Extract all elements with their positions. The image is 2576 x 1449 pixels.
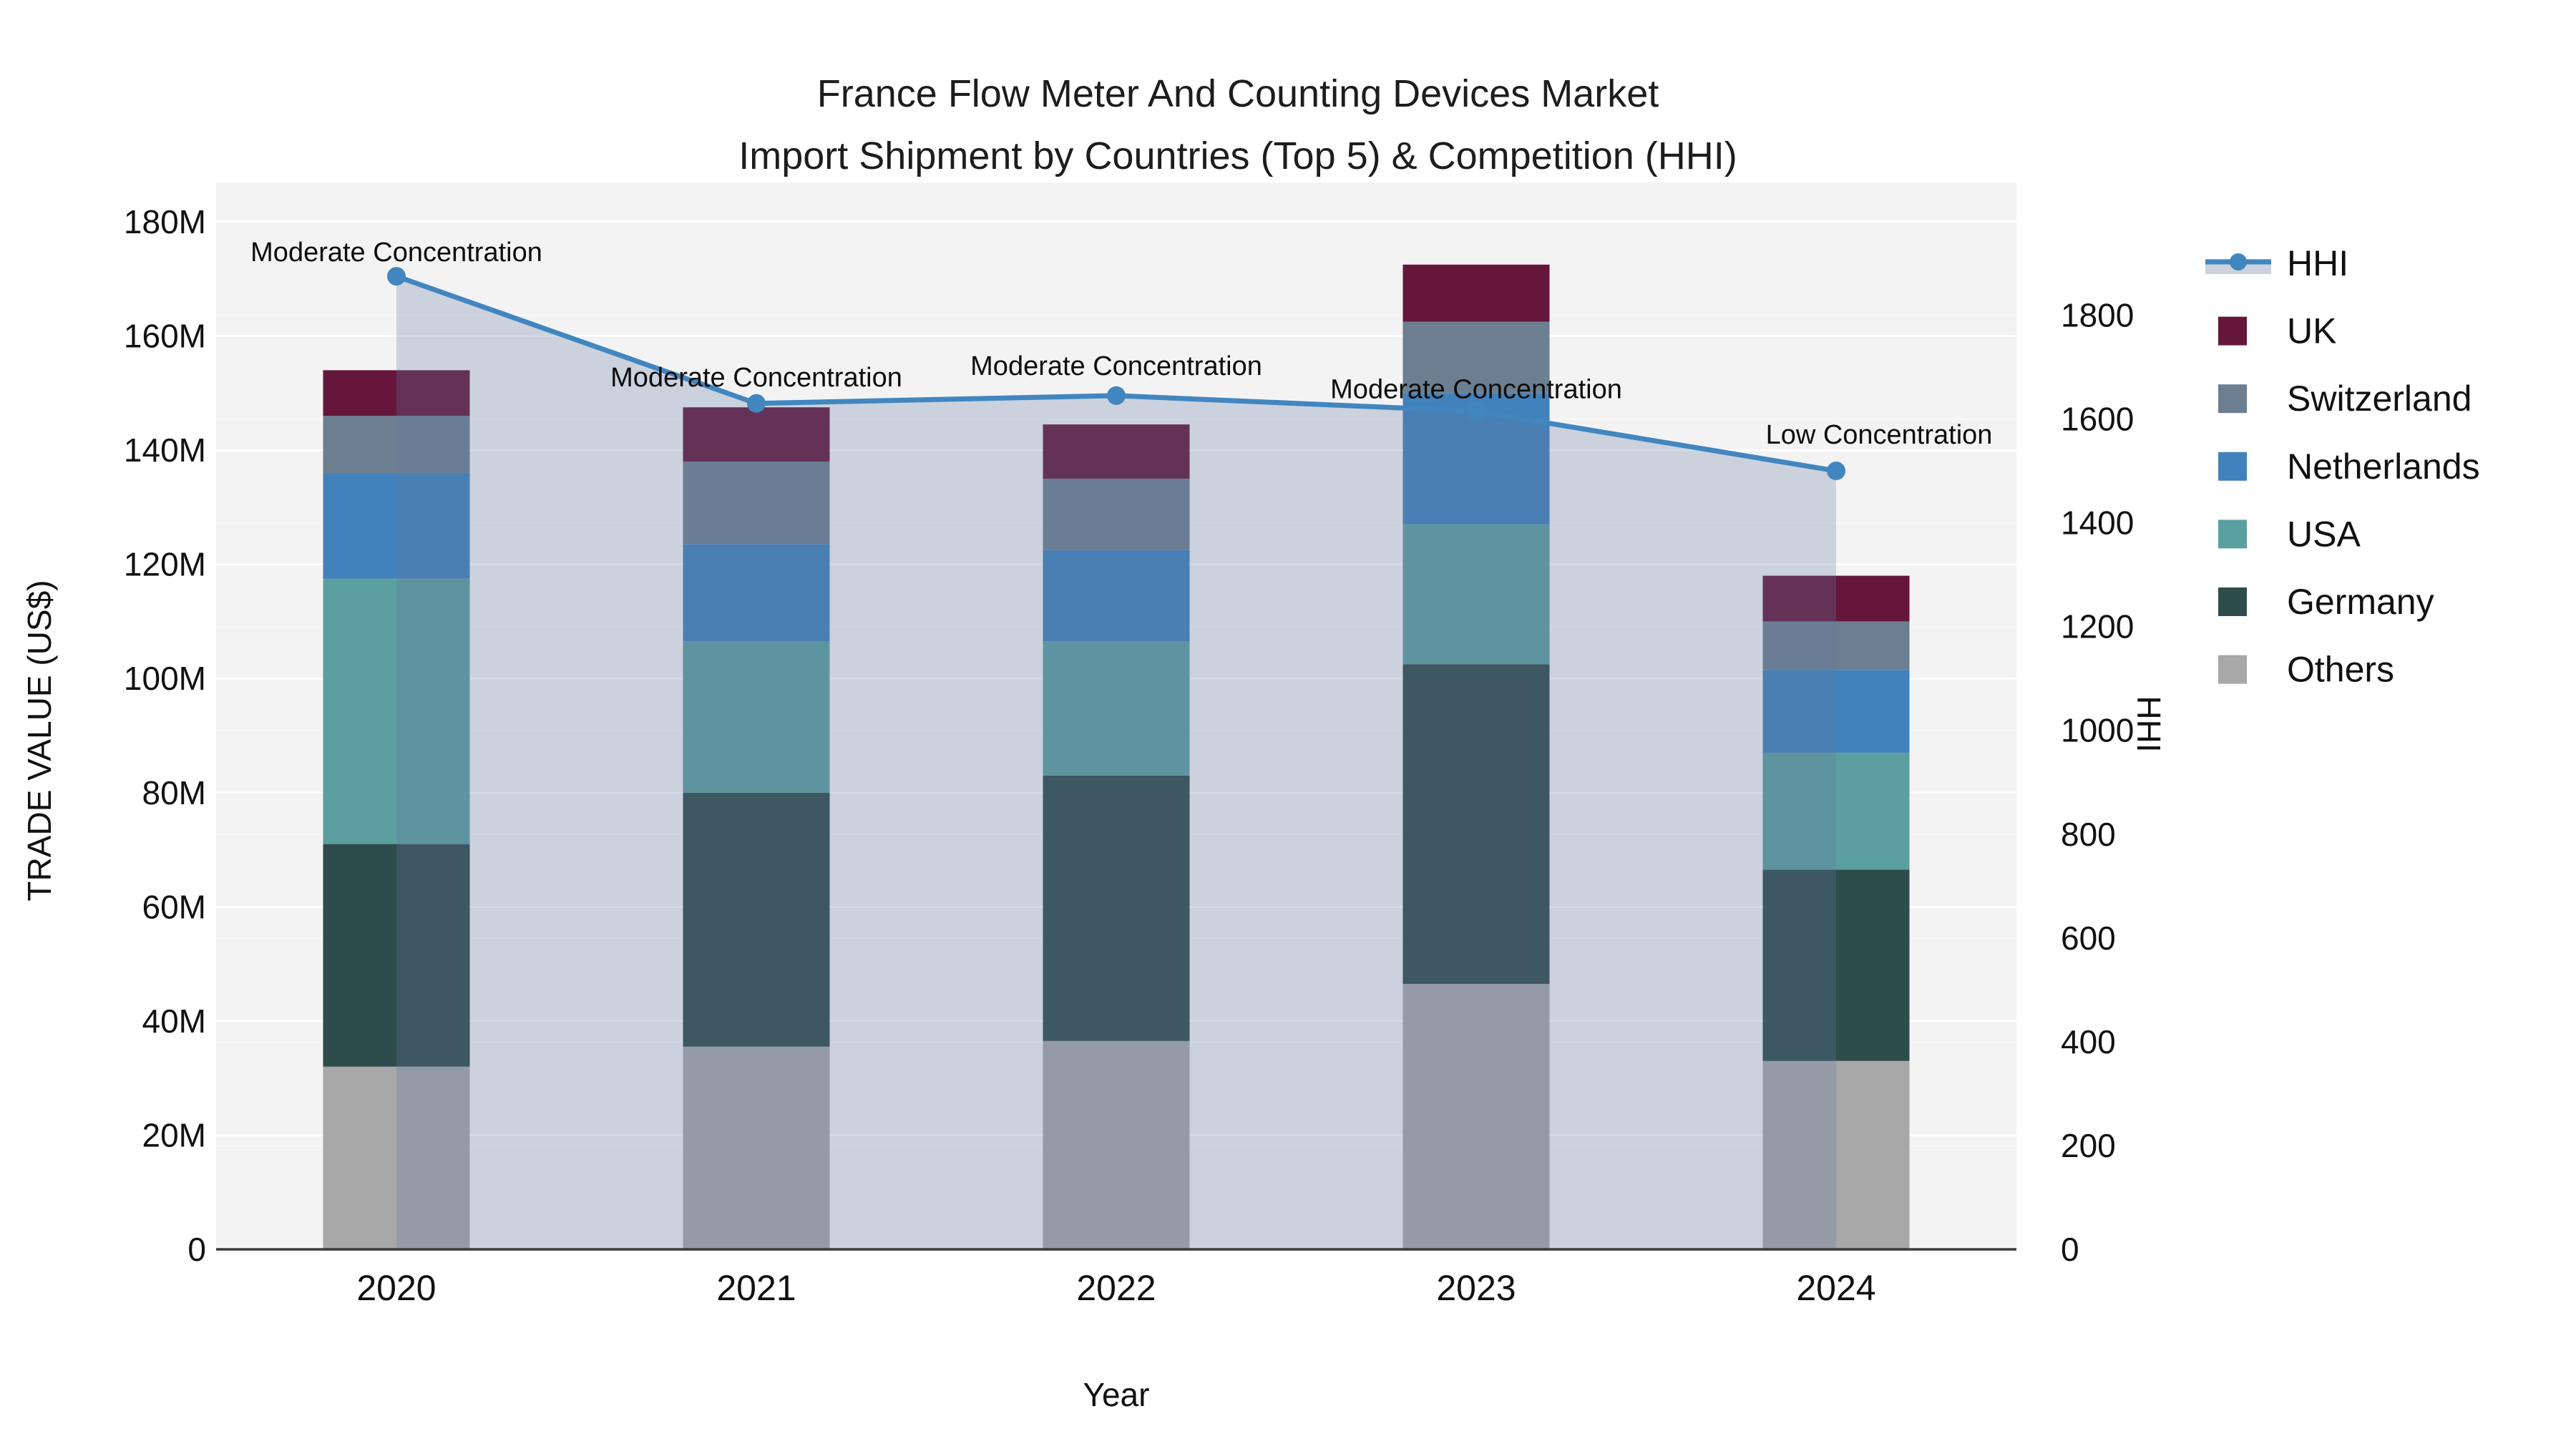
bar-segment-others-2022[interactable]: [1043, 1040, 1190, 1249]
legend-label-hhi: HHI: [2287, 243, 2348, 283]
legend-item-germany[interactable]: Germany: [2218, 582, 2434, 622]
x-tick-label-2022: 2022: [1076, 1268, 1156, 1308]
bar-segment-switzerland-2023[interactable]: [1402, 321, 1550, 394]
bar-segment-germany-2023[interactable]: [1402, 664, 1550, 985]
bar-segment-switzerland-2024[interactable]: [1762, 621, 1910, 670]
y-left-tick-label: 20M: [142, 1116, 206, 1153]
hhi-marker-2021[interactable]: [747, 394, 766, 413]
legend-swatch-switzerland: [2218, 384, 2247, 414]
legend-item-usa[interactable]: USA: [2218, 514, 2361, 554]
annotation-2024: Low Concentration: [1766, 420, 1993, 450]
x-tick-label-2021: 2021: [716, 1268, 796, 1308]
legend-item-netherlands[interactable]: Netherlands: [2218, 447, 2480, 487]
legend-label-switzerland: Switzerland: [2287, 379, 2472, 419]
bar-segment-germany-2020[interactable]: [323, 844, 470, 1067]
y-left-tick-label: 160M: [124, 318, 206, 355]
y-left-tick-label: 80M: [142, 774, 206, 811]
bar-segment-netherlands-2022[interactable]: [1043, 550, 1190, 642]
chart-title: France Flow Meter And Counting Devices M…: [0, 63, 2476, 188]
legend-swatch-germany: [2218, 587, 2247, 616]
annotation-2020: Moderate Concentration: [250, 238, 542, 268]
bar-segment-usa-2023[interactable]: [1402, 524, 1550, 665]
x-tick-label-2024: 2024: [1796, 1268, 1875, 1308]
y-left-tick-label: 100M: [124, 660, 206, 697]
legend-swatch-usa: [2218, 519, 2247, 549]
legend-label-others: Others: [2287, 650, 2394, 690]
bar-segment-netherlands-2020[interactable]: [323, 472, 470, 579]
bar-segment-netherlands-2024[interactable]: [1762, 670, 1910, 753]
y-right-tick-label: 1600: [2061, 401, 2134, 438]
legend-item-switzerland[interactable]: Switzerland: [2218, 379, 2472, 419]
bar-segment-usa-2022[interactable]: [1043, 641, 1190, 776]
y-right-tick-label: 800: [2061, 816, 2116, 853]
bar-segment-uk-2022[interactable]: [1043, 424, 1190, 479]
y-left-tick-label: 40M: [142, 1002, 206, 1040]
x-axis-title: Year: [1083, 1376, 1150, 1413]
y-right-tick-label: 1400: [2061, 504, 2134, 542]
bar-segment-uk-2020[interactable]: [323, 370, 470, 416]
hhi-marker-2022[interactable]: [1107, 386, 1126, 405]
hhi-marker-2024[interactable]: [1827, 462, 1845, 481]
legend-swatch-uk: [2218, 316, 2247, 346]
chart-title-line1: France Flow Meter And Counting Devices M…: [816, 72, 1659, 115]
legend-swatch-others: [2218, 655, 2247, 684]
legend-swatch-netherlands: [2218, 452, 2247, 481]
y-axis-title-right: HHI: [2130, 696, 2167, 753]
bar-segment-others-2024[interactable]: [1762, 1060, 1910, 1249]
annotation-2021: Moderate Concentration: [610, 363, 902, 393]
y-right-tick-label: 1000: [2061, 712, 2134, 749]
y-right-tick-label: 200: [2061, 1127, 2116, 1164]
y-right-tick-label: 1800: [2061, 296, 2134, 333]
bar-segment-switzerland-2020[interactable]: [323, 416, 470, 473]
y-right-tick-label: 600: [2061, 919, 2116, 957]
bar-segment-usa-2021[interactable]: [683, 641, 830, 793]
legend-label-germany: Germany: [2287, 582, 2434, 622]
bar-segment-uk-2023[interactable]: [1402, 264, 1550, 322]
y-left-tick-label: 60M: [142, 888, 206, 925]
y-axis-title-left: TRADE VALUE (US$): [21, 580, 58, 902]
y-right-tick-label: 1200: [2061, 608, 2134, 645]
bar-segment-others-2020[interactable]: [323, 1066, 470, 1249]
bar-segment-switzerland-2021[interactable]: [683, 462, 830, 545]
legend-item-hhi[interactable]: HHI: [2205, 243, 2348, 283]
bar-segment-germany-2024[interactable]: [1762, 869, 1910, 1061]
y-left-tick-label: 140M: [124, 431, 206, 469]
hhi-area-fill: [396, 276, 1836, 1249]
chart-title-line2: Import Shipment by Countries (Top 5) & C…: [738, 135, 1737, 178]
y-left-tick-label: 180M: [124, 203, 206, 240]
annotation-2023: Moderate Concentration: [1330, 375, 1622, 405]
hhi-marker-2023[interactable]: [1467, 401, 1485, 421]
legend-label-usa: USA: [2287, 514, 2361, 554]
legend-label-netherlands: Netherlands: [2287, 447, 2480, 487]
x-tick-label-2020: 2020: [356, 1268, 436, 1308]
y-left-tick-label: 120M: [124, 546, 206, 583]
annotation-2022: Moderate Concentration: [970, 351, 1262, 381]
bar-segment-usa-2020[interactable]: [323, 578, 470, 844]
bar-segment-germany-2022[interactable]: [1043, 775, 1190, 1041]
y-right-tick-label: 400: [2061, 1023, 2116, 1060]
bar-segment-others-2021[interactable]: [683, 1046, 830, 1249]
bar-segment-germany-2021[interactable]: [683, 792, 830, 1047]
legend-hhi-marker-icon: [2230, 253, 2247, 270]
y-right-tick-label: 0: [2061, 1231, 2079, 1268]
x-tick-label-2023: 2023: [1436, 1268, 1516, 1308]
bar-segment-others-2023[interactable]: [1402, 984, 1550, 1249]
legend-label-uk: UK: [2287, 311, 2336, 351]
bar-segment-switzerland-2022[interactable]: [1043, 478, 1190, 550]
legend-item-others[interactable]: Others: [2218, 650, 2394, 690]
bar-segment-uk-2021[interactable]: [683, 407, 830, 462]
bar-segment-usa-2024[interactable]: [1762, 752, 1910, 870]
legend-item-uk[interactable]: UK: [2218, 311, 2336, 351]
bar-segment-uk-2024[interactable]: [1762, 575, 1910, 622]
bar-segment-netherlands-2021[interactable]: [683, 544, 830, 642]
y-left-tick-label: 0: [187, 1231, 206, 1268]
hhi-marker-2020[interactable]: [387, 267, 406, 286]
